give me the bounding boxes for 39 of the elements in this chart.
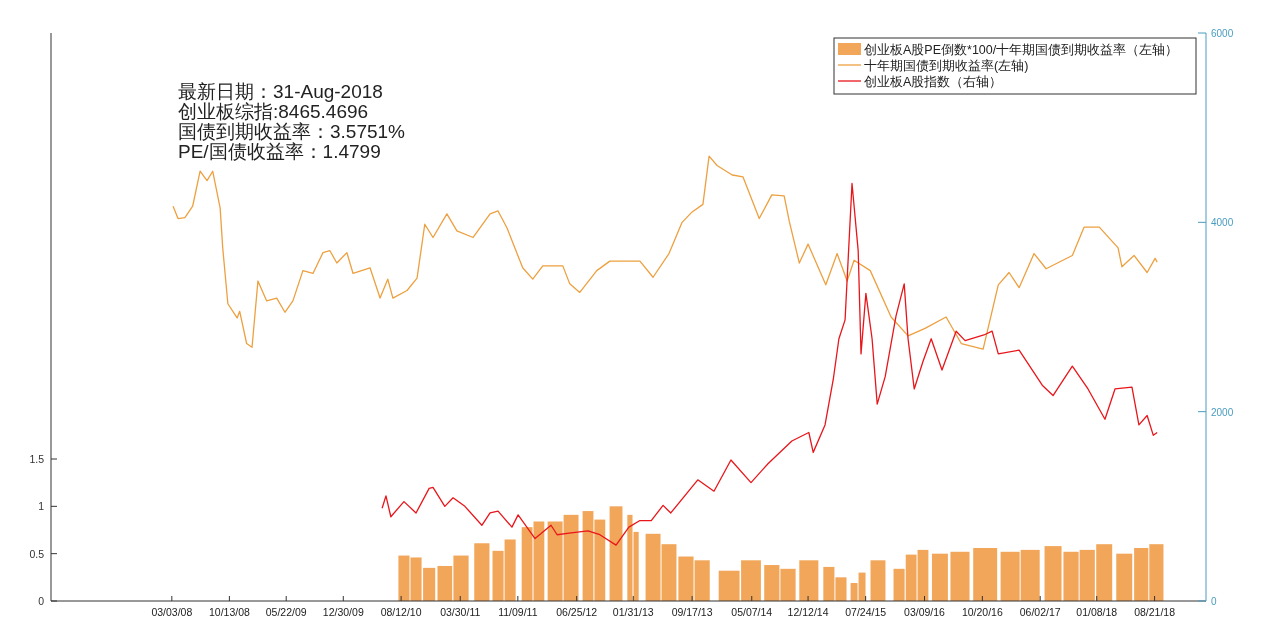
legend-label: 创业板A股PE倒数*100/十年期国债到期收益率（左轴） bbox=[864, 41, 1179, 57]
bar bbox=[1116, 553, 1133, 601]
x-tick-label: 05/22/09 bbox=[265, 606, 307, 618]
x-tick-label: 03/30/11 bbox=[440, 606, 481, 618]
x-tick-label: 01/08/18 bbox=[1076, 606, 1118, 618]
legend-label: 十年期国债到期收益率(左轴) bbox=[864, 57, 1029, 73]
x-tick-label: 10/20/16 bbox=[961, 606, 1003, 618]
line-series bbox=[381, 182, 1158, 546]
annotation: 创业板综指:8465.4696 bbox=[178, 101, 369, 122]
bar bbox=[870, 560, 886, 601]
y-tick-label: 1.5 bbox=[29, 453, 45, 465]
y-tick-label: 1 bbox=[38, 500, 45, 513]
x-tick-label: 03/03/08 bbox=[151, 606, 193, 618]
x-tick-label: 05/07/14 bbox=[731, 606, 773, 618]
y-tick-label: 0.5 bbox=[29, 547, 45, 560]
bar bbox=[931, 553, 948, 601]
x-tick-label: 01/31/13 bbox=[612, 606, 654, 618]
x-tick-label: 06/02/17 bbox=[1019, 606, 1061, 618]
x-tick-label: 11/09/11 bbox=[498, 606, 538, 618]
bar bbox=[609, 506, 623, 601]
y2-tick-label: 6000 bbox=[1211, 28, 1234, 39]
annotation: 国债到期收益率：3.5751% bbox=[178, 121, 406, 142]
x-tick-label: 06/25/12 bbox=[556, 606, 598, 618]
y-tick-label: 0 bbox=[38, 595, 45, 607]
x-tick-label: 08/21/18 bbox=[1134, 606, 1176, 618]
x-tick-label: 12/30/09 bbox=[322, 606, 364, 618]
y2-tick-label: 2000 bbox=[1211, 406, 1234, 418]
legend-label: 创业板A股指数（右轴） bbox=[864, 74, 1003, 89]
annotation: PE/国债收益率：1.4799 bbox=[178, 141, 381, 162]
y2-tick-label: 4000 bbox=[1211, 217, 1234, 229]
x-tick-label: 09/17/13 bbox=[671, 606, 713, 618]
bar bbox=[474, 543, 490, 601]
annotation: 最新日期：31-Aug-2018 bbox=[178, 81, 383, 102]
x-tick-label: 07/24/15 bbox=[845, 606, 887, 618]
y2-tick-label: 0 bbox=[1211, 596, 1217, 607]
x-tick-label: 03/09/16 bbox=[904, 606, 946, 618]
x-tick-label: 12/12/14 bbox=[787, 606, 829, 618]
x-tick-label: 08/12/10 bbox=[380, 606, 422, 618]
x-tick-label: 10/13/08 bbox=[208, 606, 250, 618]
